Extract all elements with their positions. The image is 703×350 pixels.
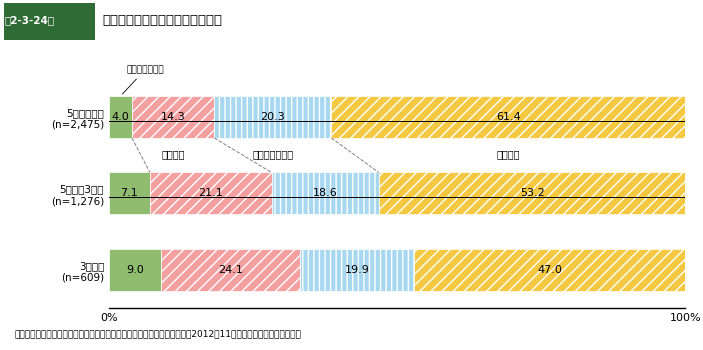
Text: 第2-3-24図: 第2-3-24図	[5, 15, 55, 25]
Bar	[271, 173, 379, 215]
Bar	[132, 96, 214, 138]
Text: あまり関心なし: あまり関心なし	[252, 149, 294, 159]
Bar	[109, 249, 161, 291]
Bar	[299, 249, 415, 291]
Bar	[150, 173, 271, 215]
Bar	[332, 96, 685, 138]
Text: 53.2: 53.2	[520, 188, 544, 198]
Bar	[161, 249, 299, 291]
Text: 61.4: 61.4	[496, 112, 521, 122]
Text: 関心なし: 関心なし	[497, 149, 520, 159]
Text: 大いに関心あり: 大いに関心あり	[122, 65, 164, 94]
Text: 21.1: 21.1	[198, 188, 223, 198]
Text: 関心あり: 関心あり	[162, 149, 185, 159]
Text: 7.1: 7.1	[120, 188, 138, 198]
Text: 19.9: 19.9	[344, 265, 370, 275]
Bar	[379, 173, 685, 215]
Bar	[214, 96, 332, 138]
Text: 20.3: 20.3	[261, 112, 285, 122]
Text: 資料：中小企業庁委託「中小企業の事業承継に関するアンケート調査」（2012年11月、（株）野村総合研究所）: 資料：中小企業庁委託「中小企業の事業承継に関するアンケート調査」（2012年11…	[14, 330, 301, 339]
Text: 4.0: 4.0	[112, 112, 129, 122]
Text: 47.0: 47.0	[538, 265, 562, 275]
Text: 24.1: 24.1	[218, 265, 243, 275]
FancyBboxPatch shape	[4, 3, 95, 40]
Bar	[109, 96, 132, 138]
Text: 9.0: 9.0	[126, 265, 144, 275]
Text: 純資産規模別の事業買収への関心: 純資産規模別の事業買収への関心	[102, 14, 222, 27]
Bar	[109, 173, 150, 215]
Text: 18.6: 18.6	[313, 188, 337, 198]
Bar	[415, 249, 685, 291]
Text: 14.3: 14.3	[161, 112, 186, 122]
